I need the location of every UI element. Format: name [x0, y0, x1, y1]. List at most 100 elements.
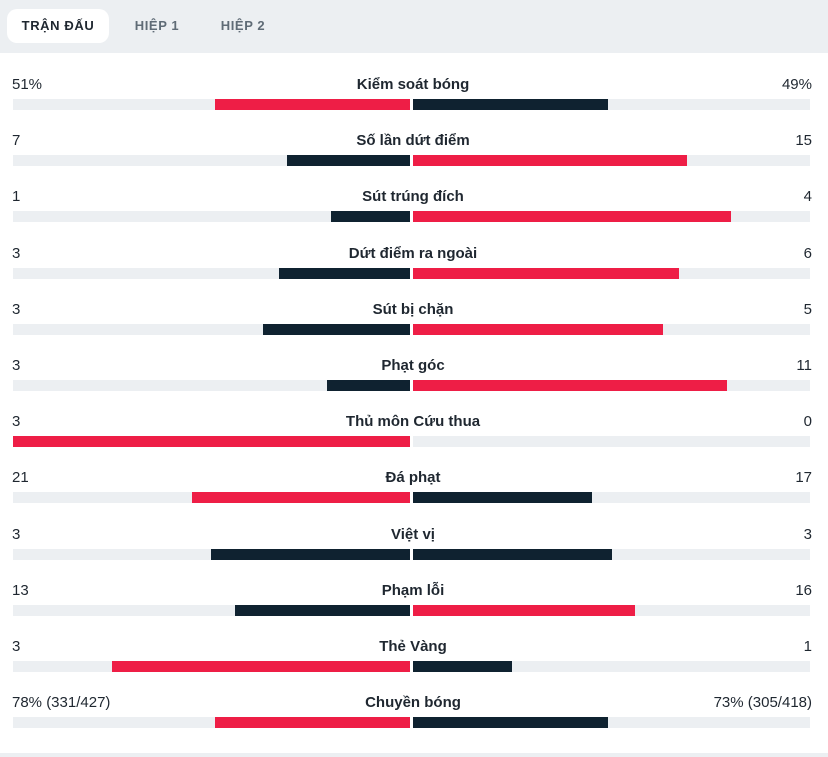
stat-label: Sút trúng đích — [362, 188, 464, 206]
away-stat-bar-track — [413, 380, 810, 391]
home-stat-bar-track — [13, 436, 410, 448]
home-stat-bar-track — [13, 267, 410, 279]
home-stat-bar — [287, 155, 410, 167]
away-stat-bar-track — [413, 323, 810, 335]
stat-row: 1 Sút trúng đích 4 — [0, 165, 828, 223]
home-stat-bar — [211, 548, 410, 560]
away-stat-bar — [413, 380, 727, 391]
away-stat-bar-track — [413, 661, 810, 672]
away-stat-value: 0 — [803, 413, 812, 431]
home-stat-value: 1 — [12, 188, 21, 206]
away-stat-bar-track — [413, 155, 810, 167]
stat-row: 3 Thủ môn Cứu thua 0 — [0, 390, 828, 448]
away-stat-bar-track — [413, 548, 810, 560]
stat-label: Phạm lỗi — [381, 581, 445, 599]
away-stat-bar — [413, 717, 608, 729]
tab-second-half[interactable]: HIỆP 2 — [220, 18, 266, 33]
stat-label: Số lần dứt điểm — [356, 132, 470, 150]
home-stat-value: 51% — [12, 76, 43, 93]
away-stat-bar-track — [413, 604, 810, 616]
home-stat-value: 3 — [12, 357, 21, 374]
stat-label: Thủ môn Cứu thua — [345, 413, 481, 431]
stat-label: Phạt góc — [381, 357, 445, 374]
away-stat-value: 73% (305/418) — [713, 694, 812, 712]
bottom-divider — [0, 753, 828, 757]
stat-label: Thẻ Vàng — [379, 638, 447, 655]
away-stat-bar — [413, 99, 608, 110]
away-stat-value: 15 — [795, 132, 812, 150]
home-stat-bar-track — [13, 211, 410, 223]
home-stat-bar-track — [13, 717, 410, 729]
home-stat-bar-track — [13, 155, 410, 167]
stat-label: Đá phạt — [385, 469, 441, 487]
away-stat-bar-track — [413, 436, 810, 448]
home-stat-bar-track — [13, 99, 410, 110]
stat-row: 3 Việt vị 3 — [0, 503, 828, 560]
home-stat-value: 3 — [12, 244, 21, 262]
stat-label: Chuyền bóng — [365, 694, 461, 712]
home-stat-bar-track — [13, 604, 410, 616]
home-stat-bar — [331, 211, 410, 223]
away-stat-bar — [413, 548, 612, 560]
tab-first-half[interactable]: HIỆP 1 — [134, 18, 180, 33]
home-stat-bar — [215, 717, 410, 729]
home-stat-bar — [215, 99, 410, 110]
away-stat-bar-track — [413, 99, 810, 110]
away-stat-value: 1 — [803, 638, 812, 655]
home-stat-value: 3 — [12, 413, 21, 431]
period-tab-bar: TRẬN ĐẤU HIỆP 1 HIỆP 2 — [0, 0, 828, 53]
away-stat-bar — [413, 323, 663, 335]
home-stat-bar-track — [13, 661, 410, 672]
home-stat-bar — [112, 661, 410, 672]
match-stats-list: 51% Kiểm soát bóng 49% 7 Số lần dứt điểm 15 1 S… — [0, 53, 828, 757]
stat-label: Kiểm soát bóng — [356, 76, 470, 93]
home-stat-bar — [235, 604, 410, 616]
stat-row: 3 Thẻ Vàng 1 — [0, 615, 828, 672]
stat-row: 7 Số lần dứt điểm 15 — [0, 109, 828, 167]
home-stat-bar-track — [13, 548, 410, 560]
away-stat-value: 17 — [795, 469, 812, 487]
home-stat-value: 3 — [12, 300, 21, 318]
stat-row: 21 Đá phạt 17 — [0, 446, 828, 504]
away-stat-bar — [413, 211, 731, 223]
away-stat-bar — [413, 492, 592, 504]
home-stat-bar-track — [13, 492, 410, 504]
stat-row: 51% Kiểm soát bóng 49% — [0, 53, 828, 110]
home-stat-value: 3 — [12, 525, 21, 543]
away-stat-bar-track — [413, 717, 810, 729]
home-stat-bar — [13, 436, 410, 448]
home-stat-value: 21 — [12, 469, 29, 487]
away-stat-value: 49% — [781, 76, 812, 93]
home-stat-bar-track — [13, 323, 410, 335]
stat-row: 3 Phạt góc 11 — [0, 334, 828, 391]
away-stat-bar-track — [413, 492, 810, 504]
away-stat-value: 5 — [803, 300, 812, 318]
away-stat-bar — [413, 155, 687, 167]
stat-row: 78% (331/427) Chuyền bóng 73% (305/418) — [0, 671, 828, 729]
home-stat-value: 13 — [12, 581, 29, 599]
stat-row: 3 Dứt điểm ra ngoài 6 — [0, 222, 828, 279]
away-stat-value: 4 — [803, 188, 812, 206]
away-stat-value: 3 — [803, 525, 812, 543]
home-stat-value: 7 — [12, 132, 21, 150]
home-stat-bar — [327, 380, 410, 391]
away-stat-bar-track — [413, 267, 810, 279]
away-stat-bar — [413, 267, 679, 279]
home-stat-bar — [279, 267, 410, 279]
home-stat-bar — [263, 323, 410, 335]
home-stat-bar — [192, 492, 410, 504]
stat-label: Việt vị — [391, 525, 435, 543]
away-stat-bar — [413, 661, 512, 672]
stat-label: Sút bị chặn — [372, 300, 454, 318]
away-stat-value: 6 — [803, 244, 812, 262]
away-stat-value: 11 — [796, 357, 812, 374]
away-stat-bar — [413, 604, 635, 616]
tab-full-match[interactable]: TRẬN ĐẤU — [7, 9, 109, 43]
home-stat-bar-track — [13, 380, 410, 391]
home-stat-value: 78% (331/427) — [12, 694, 111, 712]
home-stat-value: 3 — [12, 638, 21, 655]
stat-label: Dứt điểm ra ngoài — [348, 244, 478, 262]
away-stat-value: 16 — [795, 581, 812, 599]
stat-row: 13 Phạm lỗi 16 — [0, 559, 828, 616]
stat-row: 3 Sút bị chặn 5 — [0, 278, 828, 335]
